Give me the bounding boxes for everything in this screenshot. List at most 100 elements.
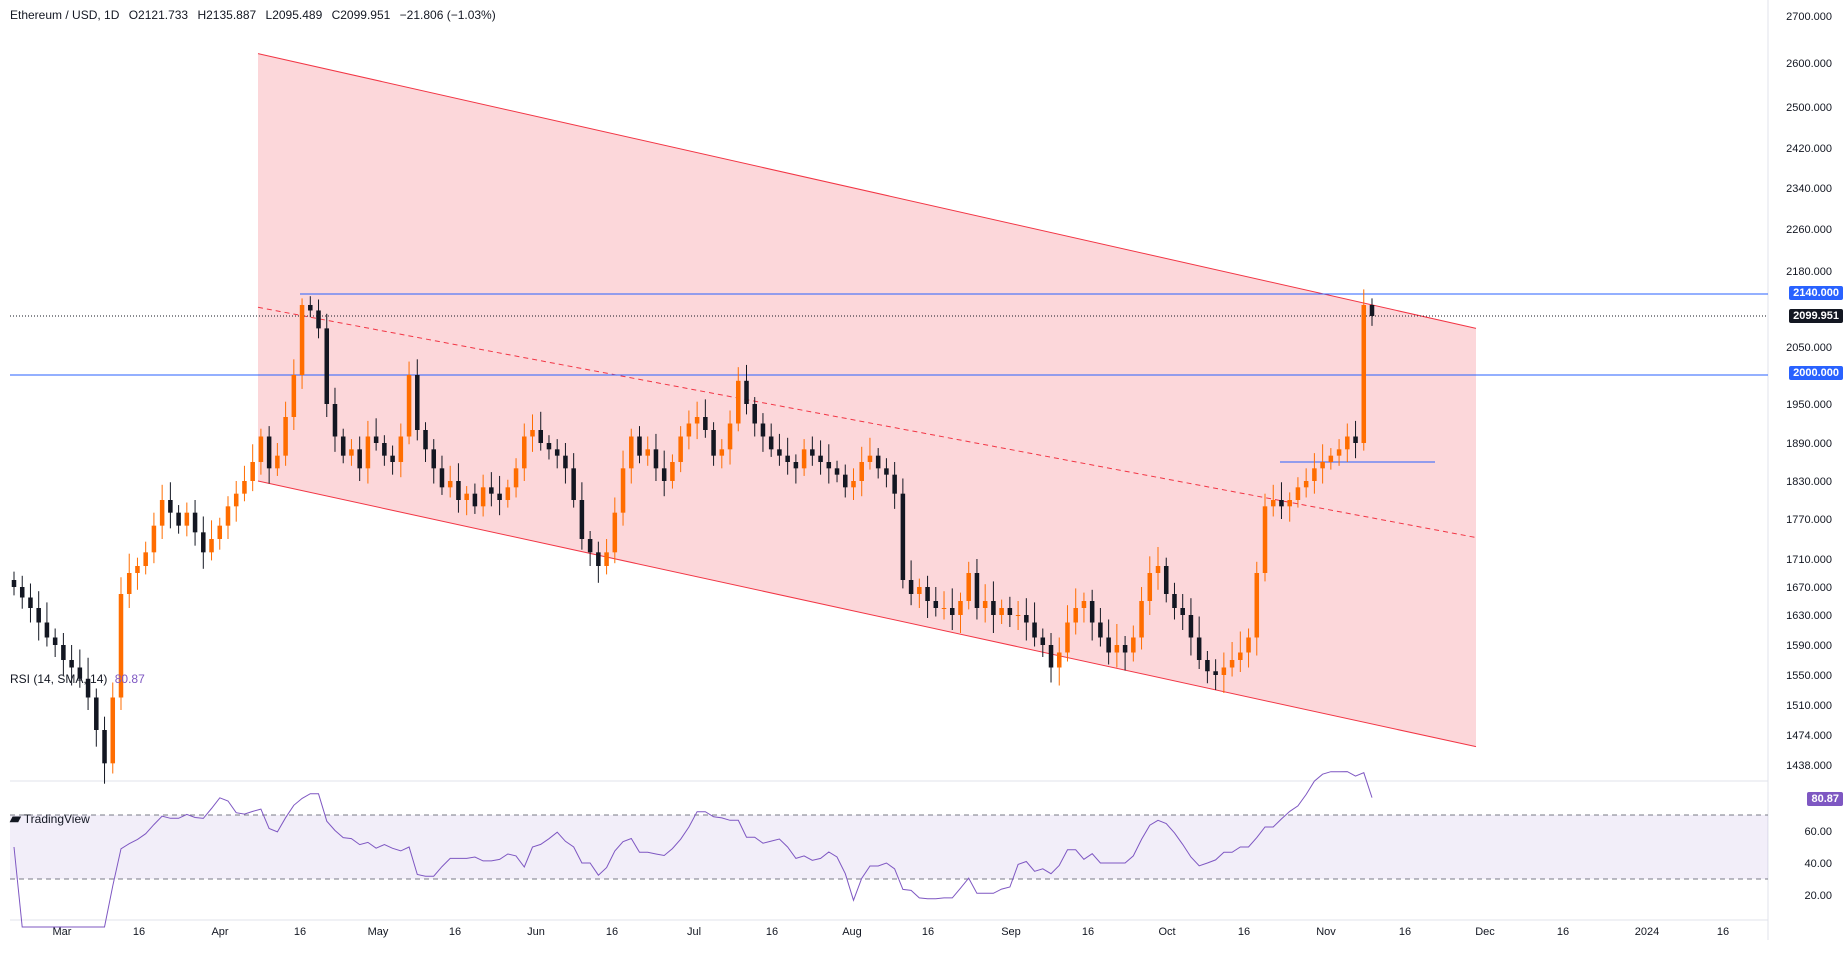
x-tick-label: 16 — [294, 926, 306, 938]
candle-body — [1065, 622, 1070, 653]
candle-body — [1024, 615, 1029, 623]
candle-body — [184, 512, 190, 526]
y-tick-label: 1830.000 — [1786, 476, 1832, 488]
candle-body — [604, 552, 609, 566]
channel-upper-line — [257, 53, 1477, 329]
candle-body — [489, 487, 494, 494]
candle-body — [505, 487, 511, 500]
candle-body — [579, 500, 585, 539]
candle-body — [382, 443, 387, 456]
candle-body — [1007, 608, 1013, 615]
candle-body — [752, 404, 757, 424]
candle-body — [349, 449, 354, 456]
candle-body — [834, 468, 840, 475]
candle-body — [1303, 481, 1309, 488]
candle-body — [340, 436, 346, 456]
candle-body — [1254, 573, 1260, 638]
candle-body — [36, 608, 41, 623]
candle-body — [398, 436, 404, 462]
candle-body — [966, 573, 971, 601]
candle-body — [102, 730, 107, 764]
candle-body — [1015, 615, 1021, 616]
candle-body — [1147, 573, 1153, 601]
candle-body — [826, 462, 832, 469]
candle-body — [1114, 645, 1120, 653]
candle-body — [892, 474, 897, 494]
y-tick-label: 2700.000 — [1786, 11, 1832, 23]
candle-body — [201, 532, 206, 553]
rsi-label[interactable]: RSI (14, SMA, 14) — [10, 672, 108, 686]
candle-body — [497, 493, 502, 500]
candle-body — [1163, 566, 1169, 594]
x-tick-label: 16 — [922, 926, 934, 938]
symbol-label[interactable]: Ethereum / USD, 1D — [10, 8, 120, 22]
candle-body — [949, 608, 955, 615]
candle-body — [1032, 622, 1037, 638]
x-tick-label: Apr — [211, 926, 228, 938]
price-tag-2140: 2140.000 — [1789, 286, 1843, 300]
candle-body — [645, 449, 650, 456]
candle-body — [1262, 506, 1268, 573]
candle-body — [661, 468, 667, 481]
candle-body — [810, 449, 815, 456]
x-tick-label: 16 — [1238, 926, 1250, 938]
rsi-band — [10, 815, 1768, 879]
tradingview-name: TradingView — [23, 811, 90, 826]
candle-body — [522, 436, 527, 469]
tradingview-logo[interactable]: ▰ TradingView — [10, 810, 90, 827]
x-tick-label: 16 — [133, 926, 145, 938]
y-tick-label: 1670.000 — [1786, 582, 1832, 594]
candle-body — [1246, 637, 1251, 653]
candle-body — [513, 468, 519, 488]
candle-body — [28, 597, 33, 608]
price-tag-last: 2099.951 — [1789, 309, 1843, 323]
symbol-header: Ethereum / USD, 1D O2121.733 H2135.887 L… — [10, 8, 502, 22]
candle-body — [110, 697, 116, 764]
candle-body — [1139, 601, 1144, 638]
candle-body — [390, 455, 395, 462]
candle-body — [472, 493, 478, 507]
y-tick-label: 2050.000 — [1786, 342, 1832, 354]
candle-body — [703, 417, 708, 430]
candle-body — [530, 430, 535, 437]
candle-body — [308, 304, 313, 311]
candle-body — [126, 573, 132, 594]
candle-body — [464, 493, 469, 500]
x-tick-label: Sep — [1001, 926, 1021, 938]
candle-body — [1238, 652, 1243, 660]
x-tick-label: Aug — [842, 926, 862, 938]
y-tick-label: 1890.000 — [1786, 438, 1832, 450]
x-tick-label: 16 — [766, 926, 778, 938]
x-tick-label: 16 — [606, 926, 618, 938]
candle-body — [867, 455, 873, 462]
candle-body — [1122, 645, 1128, 653]
candle-body — [900, 493, 906, 580]
y-tick-label: 1438.000 — [1786, 760, 1832, 772]
x-tick-label: 16 — [1557, 926, 1569, 938]
y-tick-label: 1950.000 — [1786, 399, 1832, 411]
channel-fill — [258, 53, 1476, 747]
candle-body — [431, 449, 437, 469]
candle-body — [1295, 487, 1301, 500]
y-tick-label: 2180.000 — [1786, 266, 1832, 278]
candle-body — [982, 601, 988, 608]
candle-body — [1180, 608, 1185, 615]
candle-body — [670, 462, 675, 481]
candle-body — [744, 380, 749, 404]
candle-body — [851, 481, 856, 488]
candle-body — [266, 436, 272, 469]
price-tag-2000: 2000.000 — [1789, 366, 1843, 380]
candle-body — [61, 645, 66, 660]
candle-body — [925, 587, 930, 601]
candle-body — [85, 678, 91, 698]
candle-body — [694, 417, 700, 424]
x-tick-label: Jul — [687, 926, 701, 938]
candle-body — [1188, 615, 1194, 638]
candle-body — [225, 506, 231, 526]
candle-body — [176, 512, 181, 526]
rsi-tick-label: 20.00 — [1804, 890, 1832, 902]
candle-body — [1328, 455, 1334, 462]
candle-body — [77, 667, 83, 679]
